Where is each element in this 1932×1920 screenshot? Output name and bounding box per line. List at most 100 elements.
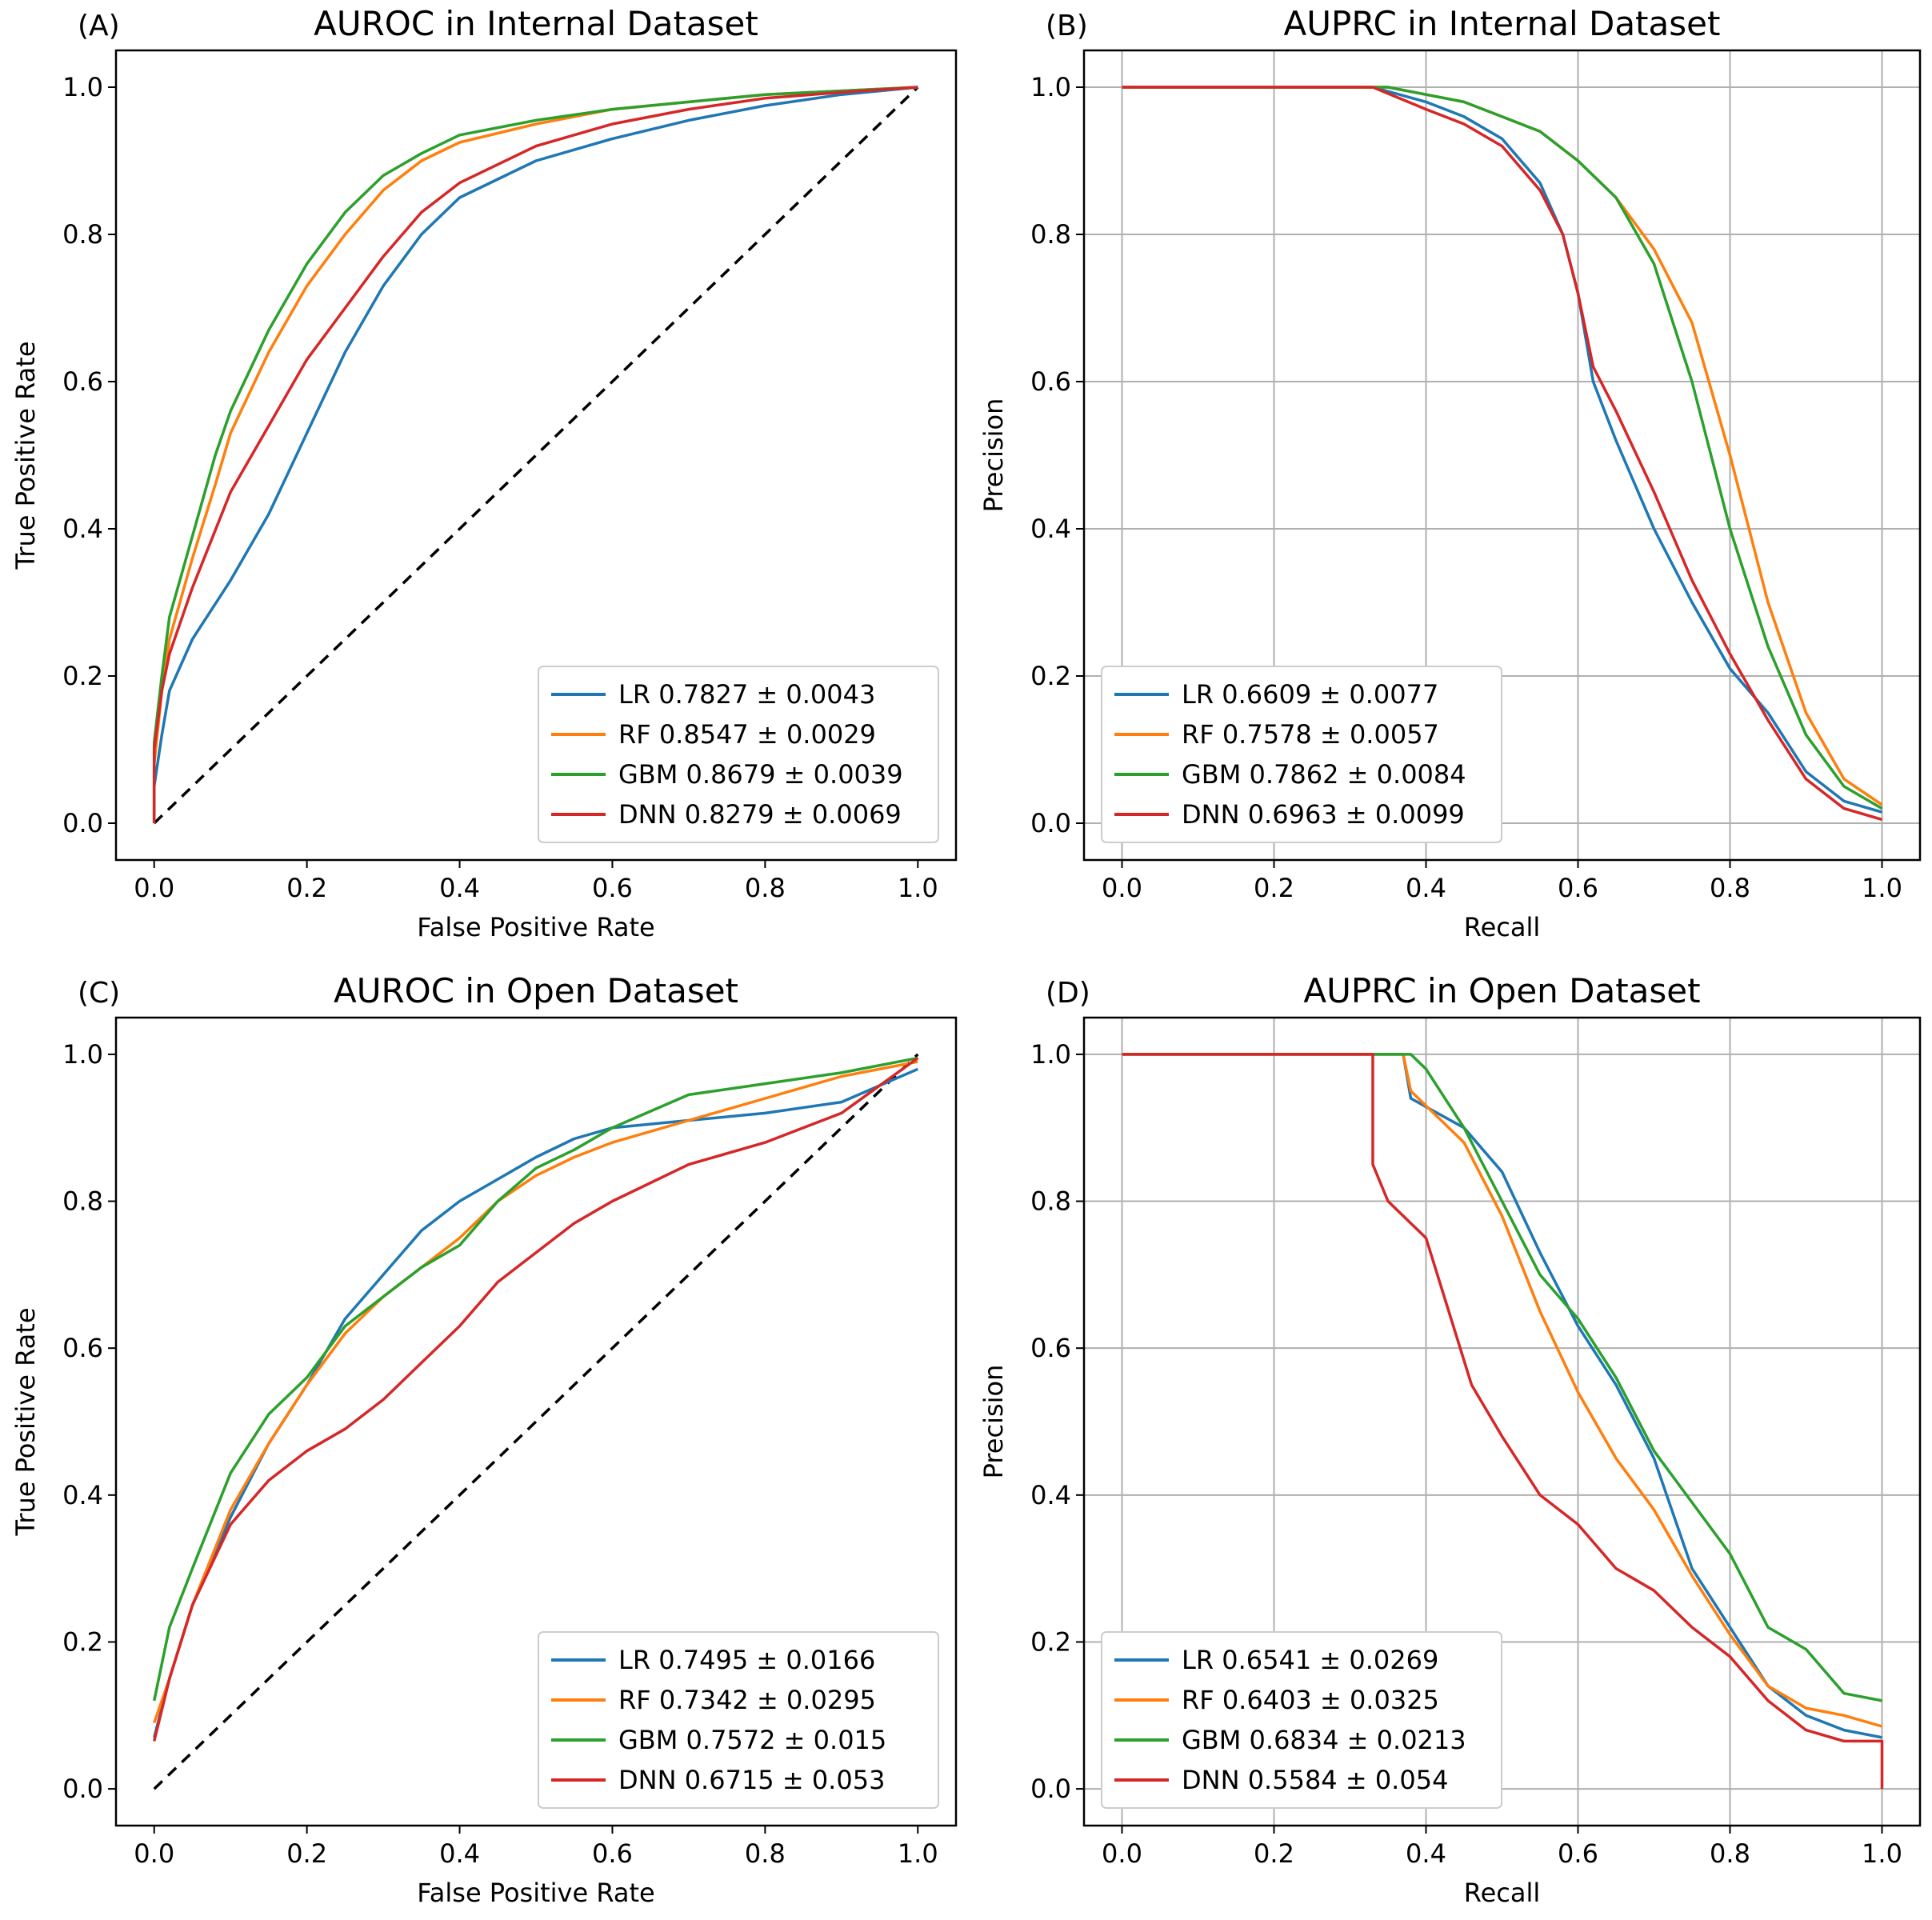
series-line-rf [153,1060,918,1724]
x-tick-label: 0.2 [1254,873,1294,903]
legend-label-gbm: GBM 0.6834 ± 0.0213 [1182,1725,1466,1755]
x-tick-label: 0.4 [1406,873,1446,903]
series-line-dnn [1122,1053,1884,1790]
y-tick-label: 0.4 [1030,1480,1071,1510]
x-axis-label: False Positive Rate [417,912,654,942]
series-line-gbm [1122,86,1883,810]
legend-label-lr: LR 0.6609 ± 0.0077 [1182,679,1438,710]
y-tick-label: 0.0 [1030,1774,1071,1804]
axes-frame [114,49,958,862]
x-tick-label: 0.0 [134,873,174,903]
y-tick-label: 0.6 [1030,366,1071,397]
legend-label-rf: RF 0.6403 ± 0.0325 [1182,1685,1439,1715]
legend-label-gbm: GBM 0.8679 ± 0.0039 [618,759,903,790]
x-tick-label: 0.2 [1254,1838,1294,1869]
legend-box [538,666,939,843]
x-tick-label: 0.6 [1558,873,1598,903]
y-tick-label: 0.6 [62,366,103,397]
x-tick-label: 0.0 [1102,1838,1142,1869]
legend: LR 0.7827 ± 0.0043 RF 0.8547 ± 0.0029 GBM … [538,666,939,843]
x-tick-label: 0.8 [745,1838,786,1869]
legend-label-rf: RF 0.7578 ± 0.0057 [1182,719,1439,750]
panel-label: (C) [78,977,120,1010]
series-line-lr [153,1067,918,1738]
axes-frame [1082,49,1922,862]
x-tick-label: 0.6 [592,1838,633,1869]
legend: LR 0.6609 ± 0.0077 RF 0.7578 ± 0.0057 GBM … [1101,666,1502,843]
chance-diagonal-line [153,1053,919,1790]
x-tick-label: 0.0 [134,1838,174,1869]
series-line-gbm [152,86,918,823]
x-tick-label: 1.0 [1862,1838,1902,1869]
x-axis-label: False Positive Rate [417,1878,654,1908]
series-line-lr [1122,86,1882,814]
x-tick-label: 0.2 [286,1838,327,1869]
legend-label-dnn: DNN 0.6963 ± 0.0099 [1182,799,1465,830]
x-tick-label: 1.0 [1862,873,1902,903]
chart-title: AUROC in Internal Dataset [314,4,758,43]
legend: LR 0.6541 ± 0.0269 RF 0.6403 ± 0.0325 GBM … [1101,1631,1502,1809]
y-tick-label: 1.0 [1030,72,1071,102]
x-axis-label: Recall [1464,1878,1540,1908]
panel-label: (B) [1046,10,1088,42]
y-tick-label: 0.2 [62,1626,103,1657]
legend-box [1101,666,1502,843]
y-axis-label: True Positive Rate [10,1307,41,1536]
chance-diagonal-line [153,86,919,825]
y-tick-label: 0.2 [1030,1626,1071,1657]
series-line-dnn [153,1057,919,1742]
y-tick-label: 0.2 [1030,661,1071,691]
y-tick-label: 0.6 [1030,1333,1071,1363]
chart-panel-1: 0.0 0.2 0.4 0.6 0.8 1.0 0.0 0.2 0.4 0.6 0.8 1.0 AURO… [10,4,958,942]
series-line-lr [152,86,918,823]
panel-label: (A) [78,10,120,42]
legend-label-dnn: DNN 0.6715 ± 0.053 [618,1765,885,1795]
legend-label-rf: RF 0.7342 ± 0.0295 [618,1685,876,1715]
legend-label-lr: LR 0.7495 ± 0.0166 [618,1645,875,1675]
y-tick-label: 0.4 [62,1480,103,1510]
y-tick-label: 0.6 [62,1333,103,1363]
series-line-gbm [152,1056,918,1702]
legend-label-dnn: DNN 0.8279 ± 0.0069 [618,799,902,830]
legend-label-gbm: GBM 0.7572 ± 0.015 [618,1725,886,1755]
x-tick-label: 1.0 [898,873,938,903]
y-tick-label: 1.0 [62,1039,103,1070]
series-line-dnn [1122,86,1882,822]
x-tick-label: 0.4 [439,1838,480,1869]
legend: LR 0.7495 ± 0.0166 RF 0.7342 ± 0.0295 GBM … [538,1631,939,1809]
legend-label-lr: LR 0.6541 ± 0.0269 [1182,1645,1438,1675]
legend-label-rf: RF 0.8547 ± 0.0029 [618,719,876,750]
x-tick-label: 0.6 [1558,1838,1598,1869]
x-tick-label: 0.6 [592,873,633,903]
y-tick-label: 0.2 [62,661,103,691]
chart-panel-4: 0.0 0.2 0.4 0.6 0.8 1.0 0.0 0.2 0.4 0.6 0.8 1.0 AUPR… [978,971,1922,1908]
legend-label-lr: LR 0.7827 ± 0.0043 [618,679,875,710]
legend-box [538,1631,939,1809]
y-tick-label: 0.0 [62,808,103,838]
legend-label-gbm: GBM 0.7862 ± 0.0084 [1182,759,1466,790]
x-tick-label: 0.2 [286,873,327,903]
axes-frame [114,1016,958,1827]
chart-title: AUROC in Open Dataset [334,971,738,1010]
y-tick-label: 0.4 [62,514,103,544]
y-tick-label: 0.8 [62,1186,103,1217]
y-axis-label: True Positive Rate [10,341,41,570]
chart-title: AUPRC in Open Dataset [1303,971,1700,1010]
y-tick-label: 0.8 [1030,1186,1071,1217]
y-tick-label: 0.4 [1030,514,1071,544]
y-axis-label: Precision [978,1365,1009,1479]
chart-title: AUPRC in Internal Dataset [1284,4,1721,43]
x-tick-label: 1.0 [898,1838,938,1869]
y-axis-label: Precision [978,398,1009,513]
legend-box [1101,1631,1502,1809]
x-tick-label: 0.8 [745,873,786,903]
x-tick-label: 0.4 [1406,1838,1446,1869]
y-tick-label: 1.0 [1030,1039,1071,1070]
y-tick-label: 0.0 [62,1774,103,1804]
legend-label-dnn: DNN 0.5584 ± 0.054 [1182,1765,1448,1795]
series-line-gbm [1122,1053,1882,1702]
chart-panel-3: 0.0 0.2 0.4 0.6 0.8 1.0 0.0 0.2 0.4 0.6 0.8 1.0 AURO… [10,971,958,1908]
chart-panel-2: 0.0 0.2 0.4 0.6 0.8 1.0 0.0 0.2 0.4 0.6 0.8 1.0 AUPR… [978,4,1922,942]
panel-label: (D) [1046,977,1090,1010]
